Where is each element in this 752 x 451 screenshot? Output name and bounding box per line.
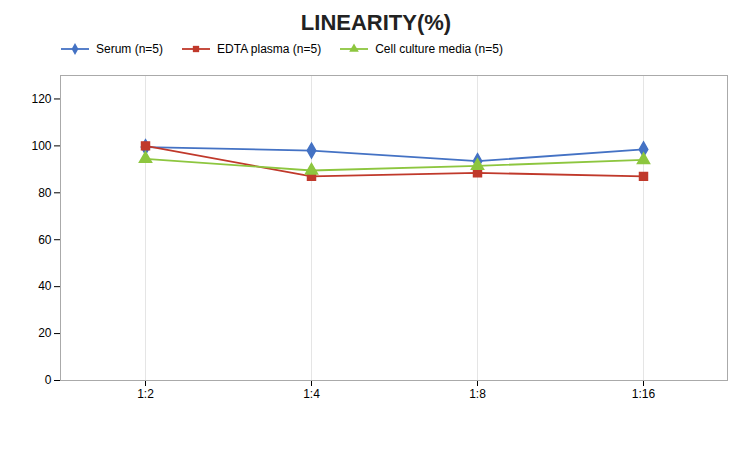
svg-text:100: 100 [31,139,51,153]
svg-text:120: 120 [31,92,51,106]
html-text:Cell culture media (n=5): Cell culture media (n=5) [375,42,503,56]
svg-text:20: 20 [38,326,52,340]
svg-text:1:4: 1:4 [303,387,320,401]
svg-text:1:2: 1:2 [137,387,154,401]
svg-text:40: 40 [38,279,52,293]
html-text:Serum (n=5): Serum (n=5) [96,42,163,56]
html-text:LINEARITY(%): LINEARITY(%) [300,10,452,35]
svg-text:80: 80 [38,186,52,200]
html-text:EDTA plasma (n=5): EDTA plasma (n=5) [217,42,322,56]
svg-text:60: 60 [38,233,52,247]
svg-text:0: 0 [45,373,52,387]
svg-text:1:16: 1:16 [632,387,656,401]
svg-text:1:8: 1:8 [469,387,486,401]
